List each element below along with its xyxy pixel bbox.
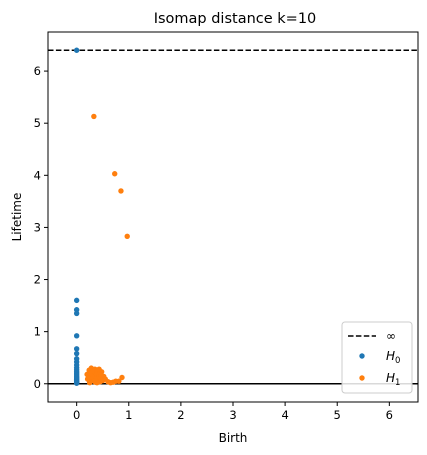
y-tick-label: 1 [34,325,41,339]
h0-point [73,333,80,339]
legend-infinity-label: ∞ [386,329,396,343]
x-tick-label: 6 [386,408,393,422]
h0-point [73,47,80,53]
y-tick-label: 6 [34,64,41,78]
h1-point [91,378,98,384]
x-tick-label: 0 [73,408,80,422]
x-tick-label: 3 [229,408,236,422]
legend-h0-sub: 0 [395,356,400,366]
legend-h0-marker [359,353,365,359]
h0-point [73,380,80,386]
h1-point [112,171,118,177]
h1-point [98,372,104,378]
h1-point [85,375,92,381]
h0-point [73,350,80,357]
y-tick-label: 2 [34,273,41,287]
legend-h1-marker [359,375,365,381]
h0-point [73,297,80,304]
legend-h1-main: H [386,371,395,385]
x-tick-label: 5 [334,408,341,422]
h1-point [119,374,125,381]
legend-h1-label: H1 [386,371,400,388]
legend-h0-label: H0 [386,349,400,366]
chart-title: Isomap distance k=10 [154,11,317,27]
h1-point [116,378,122,384]
h0-point [73,310,80,317]
legend-h0-main: H [386,349,395,363]
h1-point [91,113,97,120]
h1-point [124,233,130,239]
x-tick-label: 2 [177,408,184,422]
y-tick-label: 4 [34,168,41,182]
x-axis-label: Birth [219,431,248,445]
legend-frame [341,321,413,394]
h1-point [96,366,102,372]
h1-point [118,188,124,194]
plot-area [48,47,418,386]
legend: ∞ H0 H1 [341,321,413,394]
x-tick-label: 4 [281,408,288,422]
y-tick-label: 0 [34,377,41,391]
y-tick-label: 3 [34,220,41,234]
h0-point [73,346,80,352]
x-tick-label: 1 [125,408,132,422]
legend-h1-sub: 1 [395,378,400,388]
y-axis-label: Lifetime [10,193,24,242]
axis-ticks: 0 1 2 3 4 5 6 0 1 2 3 4 5 6 [34,64,393,422]
y-tick-label: 5 [34,116,41,130]
